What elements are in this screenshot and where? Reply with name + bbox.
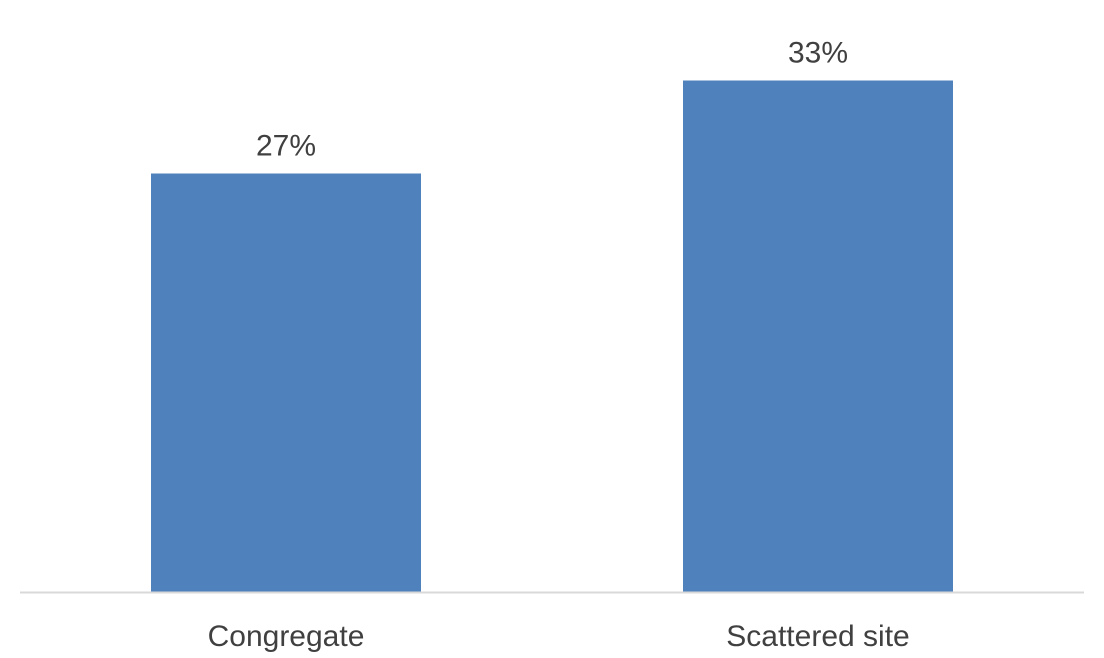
- bar-1: [683, 80, 953, 592]
- bar-0: [151, 173, 421, 592]
- category-label-0: Congregate: [208, 620, 365, 653]
- category-labels-group: Congregate Scattered site: [208, 620, 910, 653]
- value-labels-group: 27% 33%: [256, 37, 848, 163]
- category-label-1: Scattered site: [726, 620, 909, 653]
- value-label-1: 33%: [788, 37, 848, 70]
- bars-group: [151, 80, 953, 592]
- value-label-0: 27%: [256, 130, 316, 163]
